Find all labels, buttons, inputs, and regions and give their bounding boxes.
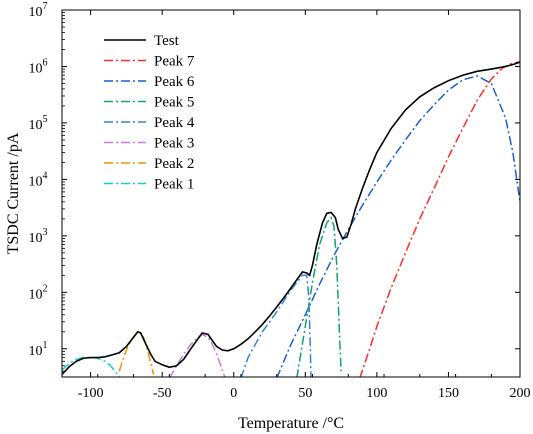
legend-label-test: Test bbox=[154, 33, 180, 49]
plot-frame bbox=[61, 9, 521, 378]
x-tick-label: 100 bbox=[366, 386, 387, 401]
legend-label-peak-7: Peak 7 bbox=[154, 54, 195, 70]
y-tick-label: 103 bbox=[29, 227, 48, 246]
legend-label-peak-3: Peak 3 bbox=[154, 136, 194, 152]
series-line-peak-2 bbox=[118, 330, 155, 375]
y-tick-label: 102 bbox=[29, 283, 48, 302]
x-tick-label: -50 bbox=[153, 386, 172, 401]
legend-label-peak-5: Peak 5 bbox=[154, 95, 194, 111]
series-line-peak-4 bbox=[240, 274, 312, 377]
x-tick-label: 0 bbox=[230, 386, 237, 401]
x-axis: -100 -50 0 50 100 150 200 bbox=[61, 10, 531, 401]
x-tick-label: 50 bbox=[298, 386, 312, 401]
series-line-peak-7 bbox=[359, 61, 520, 377]
legend-label-peak-2: Peak 2 bbox=[154, 156, 194, 172]
y-tick-label: 101 bbox=[29, 340, 48, 359]
series-line-peak-6 bbox=[276, 75, 520, 377]
y-tick-label: 105 bbox=[29, 114, 48, 133]
x-tick-label: 200 bbox=[510, 386, 531, 401]
series-line-peak-5 bbox=[296, 216, 342, 377]
legend: Test Peak 7 Peak 6 Peak 5 Peak 4 Peak 3 Peak 2… bbox=[104, 33, 195, 193]
y-tick-label: 106 bbox=[29, 57, 48, 76]
y-axis: 101 102 103 104 105 106 107 bbox=[29, 1, 520, 372]
x-axis-title: Temperature /°C bbox=[238, 415, 344, 432]
legend-label-peak-6: Peak 6 bbox=[154, 74, 195, 90]
y-tick-label: 107 bbox=[29, 1, 48, 20]
y-axis-title: TSDC Current /pA bbox=[5, 132, 22, 254]
y-tick-label: 104 bbox=[29, 170, 48, 189]
series-layer bbox=[62, 61, 520, 377]
x-tick-label: -100 bbox=[78, 386, 104, 401]
x-tick-label: 150 bbox=[438, 386, 459, 401]
legend-label-peak-1: Peak 1 bbox=[154, 177, 194, 193]
legend-label-peak-4: Peak 4 bbox=[154, 115, 195, 131]
series-line-test bbox=[62, 61, 520, 376]
